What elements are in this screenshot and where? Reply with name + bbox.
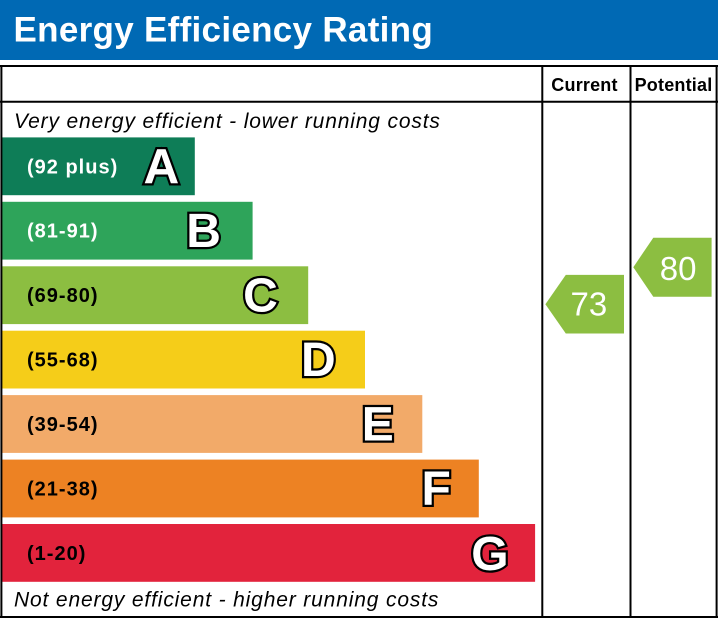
svg-text:73: 73 (571, 286, 608, 323)
svg-text:(21-38): (21-38) (27, 479, 98, 501)
svg-text:Not energy efficient - higher: Not energy efficient - higher running co… (14, 588, 439, 611)
svg-text:Current: Current (551, 75, 617, 95)
svg-text:(1-20): (1-20) (27, 543, 86, 565)
svg-text:D: D (301, 334, 336, 387)
svg-text:Potential: Potential (635, 75, 713, 95)
svg-text:(39-54): (39-54) (27, 414, 98, 436)
svg-text:B: B (186, 205, 221, 258)
svg-text:(92 plus): (92 plus) (27, 156, 118, 178)
svg-text:(55-68): (55-68) (27, 350, 98, 372)
svg-text:80: 80 (660, 250, 697, 287)
svg-text:E: E (362, 398, 394, 451)
svg-text:F: F (422, 463, 451, 516)
svg-text:C: C (243, 269, 278, 322)
svg-text:Very energy efficient - lower: Very energy efficient - lower running co… (14, 110, 441, 133)
svg-text:Energy Efficiency Rating: Energy Efficiency Rating (14, 11, 434, 50)
svg-text:G: G (471, 528, 508, 581)
svg-text:(69-80): (69-80) (27, 285, 98, 307)
svg-text:A: A (144, 139, 180, 194)
svg-text:(81-91): (81-91) (27, 221, 98, 243)
